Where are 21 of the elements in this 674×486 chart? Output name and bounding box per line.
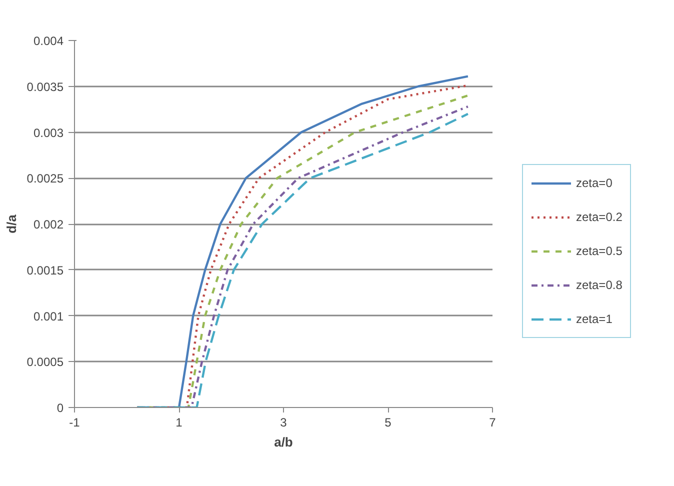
legend-label: zeta=0 [576, 176, 612, 190]
x-tick-label: 7 [489, 416, 496, 430]
x-tick-label: 1 [176, 416, 183, 430]
x-axis-title: a/b [274, 434, 293, 450]
x-tick-label: -1 [69, 416, 80, 430]
y-tick-label: 0.004 [33, 34, 64, 48]
y-tick-label: 0.003 [33, 126, 64, 140]
legend-label: zeta=0.2 [576, 210, 622, 224]
y-axis-title: d/a [4, 214, 19, 234]
x-tick-label: 5 [384, 416, 392, 430]
legend-label: zeta=1 [576, 312, 612, 326]
legend-label: zeta=0.8 [576, 278, 622, 292]
y-tick-label: 0 [56, 401, 64, 415]
y-tick-label: 0.0025 [26, 172, 64, 186]
y-tick-label: 0.002 [33, 218, 64, 232]
y-tick-label: 0.0005 [26, 355, 64, 370]
x-tick-label: 3 [280, 416, 288, 430]
y-tick-label: 0.0015 [26, 263, 64, 278]
y-tick-label: 0.001 [33, 309, 64, 324]
y-tick-label: 0.0035 [26, 80, 64, 94]
legend-label: zeta=0.5 [576, 244, 622, 258]
